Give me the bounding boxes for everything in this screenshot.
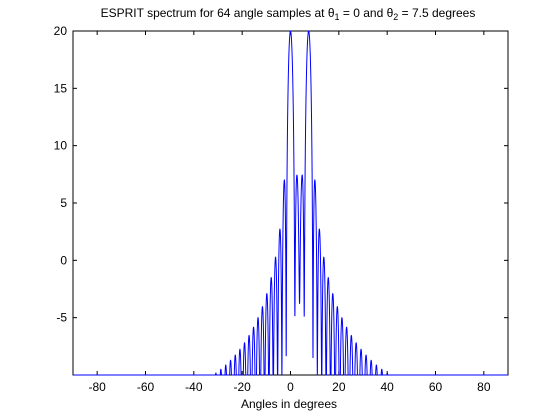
x-tick-label: 20 (332, 380, 346, 394)
y-axis-ticks: -5 0 5 10 15 20 (54, 24, 508, 325)
x-tick-label: -40 (185, 380, 203, 394)
x-tick-label: 60 (429, 380, 443, 394)
spectrum-series-line (73, 30, 508, 376)
series-layer (73, 30, 508, 376)
x-axis-ticks: -80 -60 -40 -20 0 20 40 60 80 (88, 31, 491, 394)
x-tick-label: 40 (380, 380, 394, 394)
y-tick-label: 0 (60, 253, 67, 267)
chart-title: ESPRIT spectrum for 64 angle samples at … (101, 6, 476, 22)
chart-title-middle: = 0 and (340, 6, 387, 20)
chart-title-sub1: 1 (335, 12, 340, 22)
plot-frame (72, 30, 509, 376)
y-tick-label: -5 (56, 311, 67, 325)
x-axis-label: Angles in degrees (241, 397, 337, 411)
y-tick-label: 20 (54, 24, 68, 38)
chart-title-sub2: 2 (393, 12, 398, 22)
x-tick-label: -80 (88, 380, 106, 394)
chart-title-theta2: θ (387, 6, 394, 20)
x-tick-label: -60 (137, 380, 155, 394)
chart-title-theta1: θ (328, 6, 335, 20)
x-tick-label: -20 (233, 380, 251, 394)
chart-title-suffix: = 7.5 degrees (398, 6, 475, 20)
chart-title-prefix: ESPRIT spectrum for 64 angle samples at (101, 6, 328, 20)
plot-border (72, 30, 509, 376)
x-tick-label: 0 (287, 380, 294, 394)
y-tick-label: 5 (60, 196, 67, 210)
x-tick-label: 80 (477, 380, 491, 394)
y-tick-label: 10 (54, 139, 68, 153)
y-tick-label: 15 (54, 81, 68, 95)
